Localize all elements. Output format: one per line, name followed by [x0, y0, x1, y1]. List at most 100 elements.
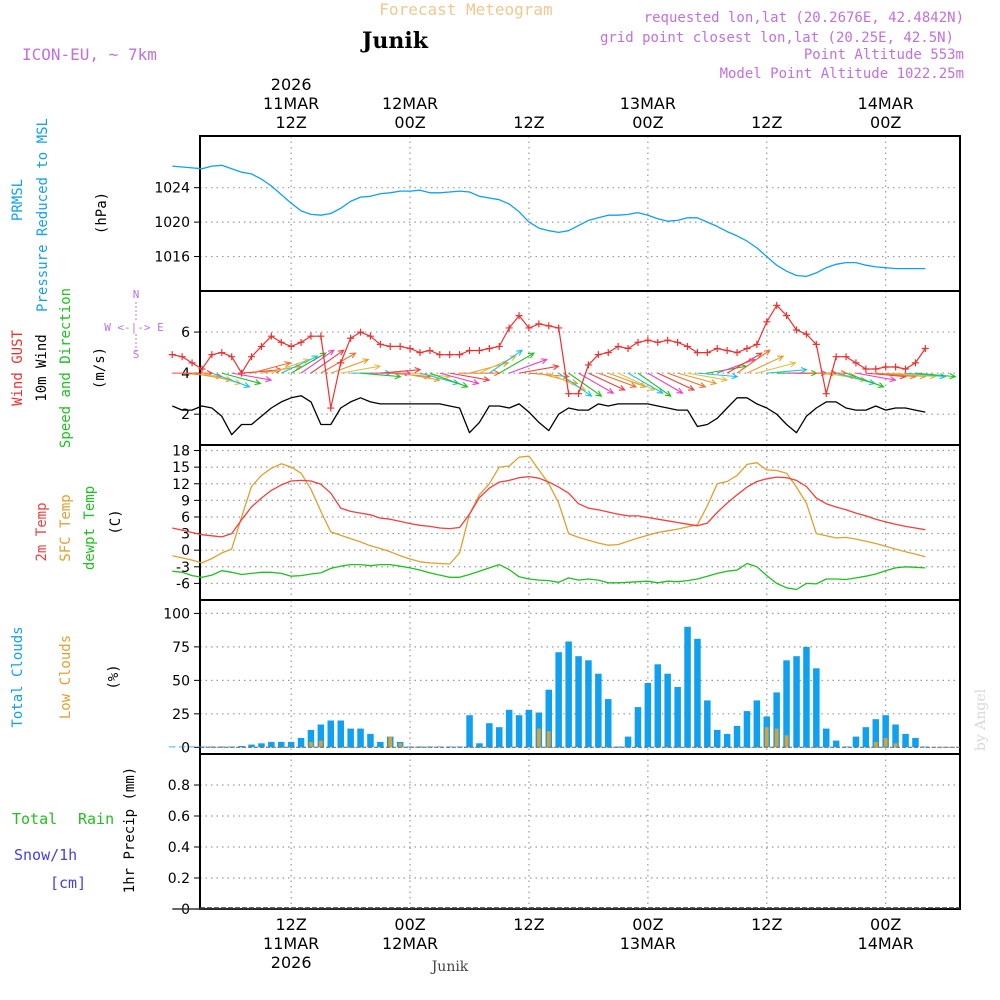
bottom-time-label: 14MAR [858, 934, 914, 953]
gust-marker [466, 347, 474, 355]
wind-arrow [915, 372, 956, 378]
dewpt-line [172, 562, 926, 591]
gust-marker [783, 312, 791, 320]
top-time-label: 12Z [513, 113, 544, 132]
wind-arrowhead [789, 361, 797, 368]
precip-cm-label: [cm] [50, 874, 86, 892]
y-tick-label: 0 [181, 543, 190, 559]
wind-arrow [271, 358, 310, 374]
gust-marker [654, 338, 662, 346]
y-tick-label: 18 [172, 444, 190, 460]
total-cloud-bar [555, 652, 562, 748]
pressure-unit: (hPa) [94, 192, 110, 234]
wind-arrowhead [349, 352, 357, 359]
total-cloud-bar [357, 728, 364, 748]
wind-arrow [598, 372, 637, 388]
wind-arrow [498, 352, 535, 374]
gust-marker [872, 365, 880, 373]
gust-line [172, 304, 926, 409]
wind-arrow [568, 372, 602, 397]
wind-arrow [746, 355, 784, 374]
bottom-time-label: 11MAR [263, 934, 319, 953]
wind-arrowhead [461, 382, 469, 388]
wind-10m-label: 10m Wind [34, 334, 50, 401]
total-cloud-bar [327, 720, 334, 748]
gust-marker [793, 326, 801, 334]
temp-2m-line [172, 475, 926, 538]
y-tick-label: 0.4 [168, 840, 190, 856]
total-cloud-bar [585, 660, 592, 748]
total-clouds-label: Total Clouds [10, 626, 26, 727]
gust-marker [416, 349, 424, 357]
total-cloud-bar [307, 729, 315, 748]
compass-north: N [133, 288, 140, 301]
low-cloud-bar [883, 737, 888, 748]
wind-arrow [657, 372, 695, 391]
gust-marker [475, 347, 483, 355]
wind-arrow [875, 372, 916, 378]
wind-arrow [697, 372, 738, 378]
wind-arrow [508, 358, 547, 374]
wind-arrowhead [720, 376, 729, 383]
wind-arrowhead [337, 349, 345, 356]
total-cloud-bar [644, 683, 652, 748]
wind-arrowhead [687, 385, 696, 391]
total-cloud-bar [525, 709, 533, 748]
wind-arrowhead [618, 385, 626, 391]
total-cloud-bar [624, 736, 632, 748]
gust-marker [535, 320, 543, 328]
wind-arrow [211, 372, 250, 388]
total-cloud-bar [922, 746, 929, 748]
top-time-label: 11MAR [263, 94, 319, 113]
wind-arrowhead [877, 382, 885, 388]
gust-marker [862, 365, 870, 373]
gust-marker [218, 349, 226, 357]
clouds-unit: (%) [106, 664, 122, 689]
total-cloud-bar [684, 626, 691, 748]
panel-clouds: 0 25 50 75 100 Total Clouds Low Clouds (%) [10, 599, 961, 756]
gust-marker [802, 330, 810, 338]
top-time-label: 00Z [394, 113, 425, 132]
total-cloud-bar [654, 664, 661, 748]
y-tick-label: 0.8 [168, 778, 190, 794]
total-cloud-bar [496, 727, 503, 748]
total-cloud-bar [852, 736, 860, 748]
bottom-time-label: 00Z [632, 915, 663, 934]
gust-marker [228, 353, 236, 361]
bottom-time-label: 12Z [275, 915, 306, 934]
total-cloud-bar [753, 700, 761, 748]
wind-arrowhead [676, 387, 684, 394]
wind-arrowhead [294, 364, 303, 371]
gust-marker [753, 340, 761, 348]
location-title: Junik [360, 28, 429, 54]
top-time-label: 13MAR [620, 94, 676, 113]
panel-frame [199, 444, 961, 601]
total-cloud-bar [258, 743, 265, 748]
gust-marker [208, 351, 216, 359]
wind-arrow [627, 372, 663, 394]
wind-arrow [855, 372, 896, 381]
gridpoint-coords: grid point closest lon,lat (20.25E, 42.5… [600, 30, 954, 46]
wind-arrow [310, 349, 345, 374]
gust-marker [911, 359, 919, 367]
bottom-time-label: 00Z [870, 915, 901, 934]
wind-arrow [766, 369, 807, 374]
total-cloud-bar [694, 638, 701, 748]
gust-marker [188, 359, 196, 367]
total-cloud-bar [743, 711, 751, 748]
chart-panels: 1016 1020 1024 PRMSL Pressure Reduced to MSL… [10, 118, 961, 918]
total-cloud-bar [773, 692, 780, 748]
y-tick-label: 50 [172, 673, 190, 689]
panel-wind: 2 4 6 Wind GUST 10m Wind Speed and Direction (… [10, 288, 961, 448]
low-cloud-bar [388, 736, 392, 748]
gust-marker [347, 334, 355, 342]
panel-frame [199, 135, 961, 292]
wind-arrowhead [800, 366, 808, 374]
gust-marker [297, 338, 305, 346]
gust-marker [456, 351, 464, 359]
top-time-label: 00Z [632, 113, 663, 132]
gust-marker [614, 342, 622, 350]
wind-arrow [905, 372, 946, 378]
